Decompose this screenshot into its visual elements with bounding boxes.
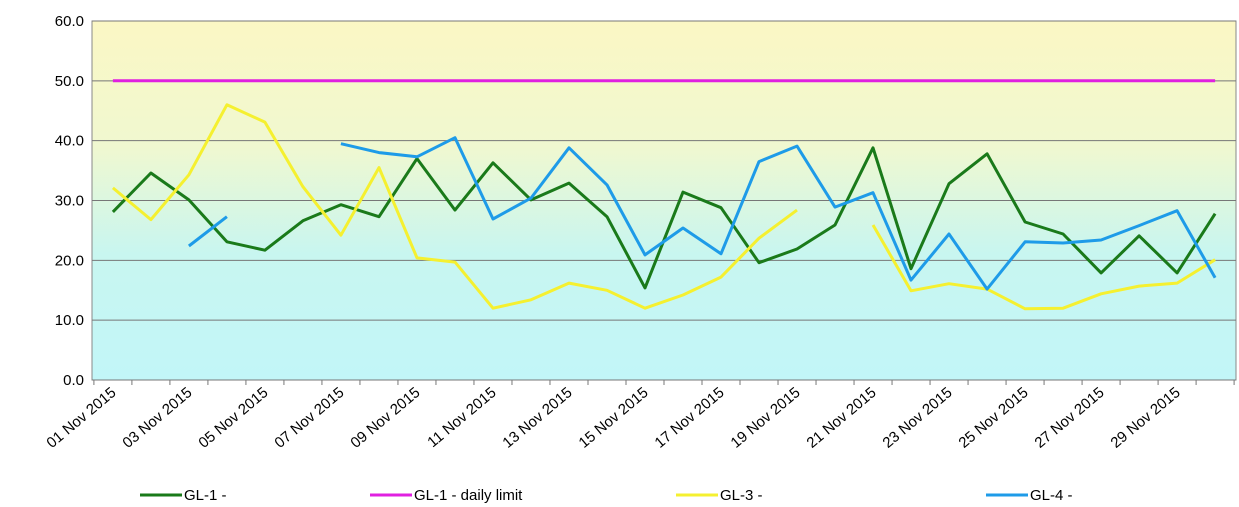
y-tick-label: 60.0 <box>55 13 84 30</box>
x-tick-label: 13 Nov 2015 <box>499 384 575 452</box>
y-tick-label: 40.0 <box>55 133 84 150</box>
series-line <box>111 103 1216 311</box>
x-tick-label: 19 Nov 2015 <box>727 384 803 452</box>
y-tick-label: 10.0 <box>55 312 84 329</box>
x-tick-label: 01 Nov 2015 <box>43 384 119 452</box>
legend-label: GL-1 - daily limit <box>414 487 523 504</box>
legend-label: GL-3 - <box>720 487 763 504</box>
x-tick-label: 11 Nov 2015 <box>424 384 499 451</box>
legend-label: GL-4 - <box>1030 487 1073 504</box>
y-tick-label: 0.0 <box>63 372 84 389</box>
y-tick-label: 50.0 <box>55 73 84 90</box>
x-tick-label: 07 Nov 2015 <box>271 384 347 452</box>
x-tick-label: 05 Nov 2015 <box>195 384 271 452</box>
x-tick-label: 21 Nov 2015 <box>804 384 880 452</box>
x-tick-label: 29 Nov 2015 <box>1108 384 1184 452</box>
x-tick-label: 27 Nov 2015 <box>1032 384 1108 452</box>
legend-label: GL-1 - <box>184 487 227 504</box>
x-tick-label: 17 Nov 2015 <box>651 384 727 452</box>
x-tick-label: 25 Nov 2015 <box>956 384 1032 452</box>
y-tick-label: 20.0 <box>55 252 84 269</box>
x-tick-label: 15 Nov 2015 <box>575 384 651 452</box>
x-tick-label: 23 Nov 2015 <box>880 384 956 452</box>
y-tick-label: 30.0 <box>55 193 84 210</box>
x-tick-label: 09 Nov 2015 <box>347 384 423 452</box>
series-line <box>187 136 1217 291</box>
x-tick-label: 03 Nov 2015 <box>119 384 195 452</box>
